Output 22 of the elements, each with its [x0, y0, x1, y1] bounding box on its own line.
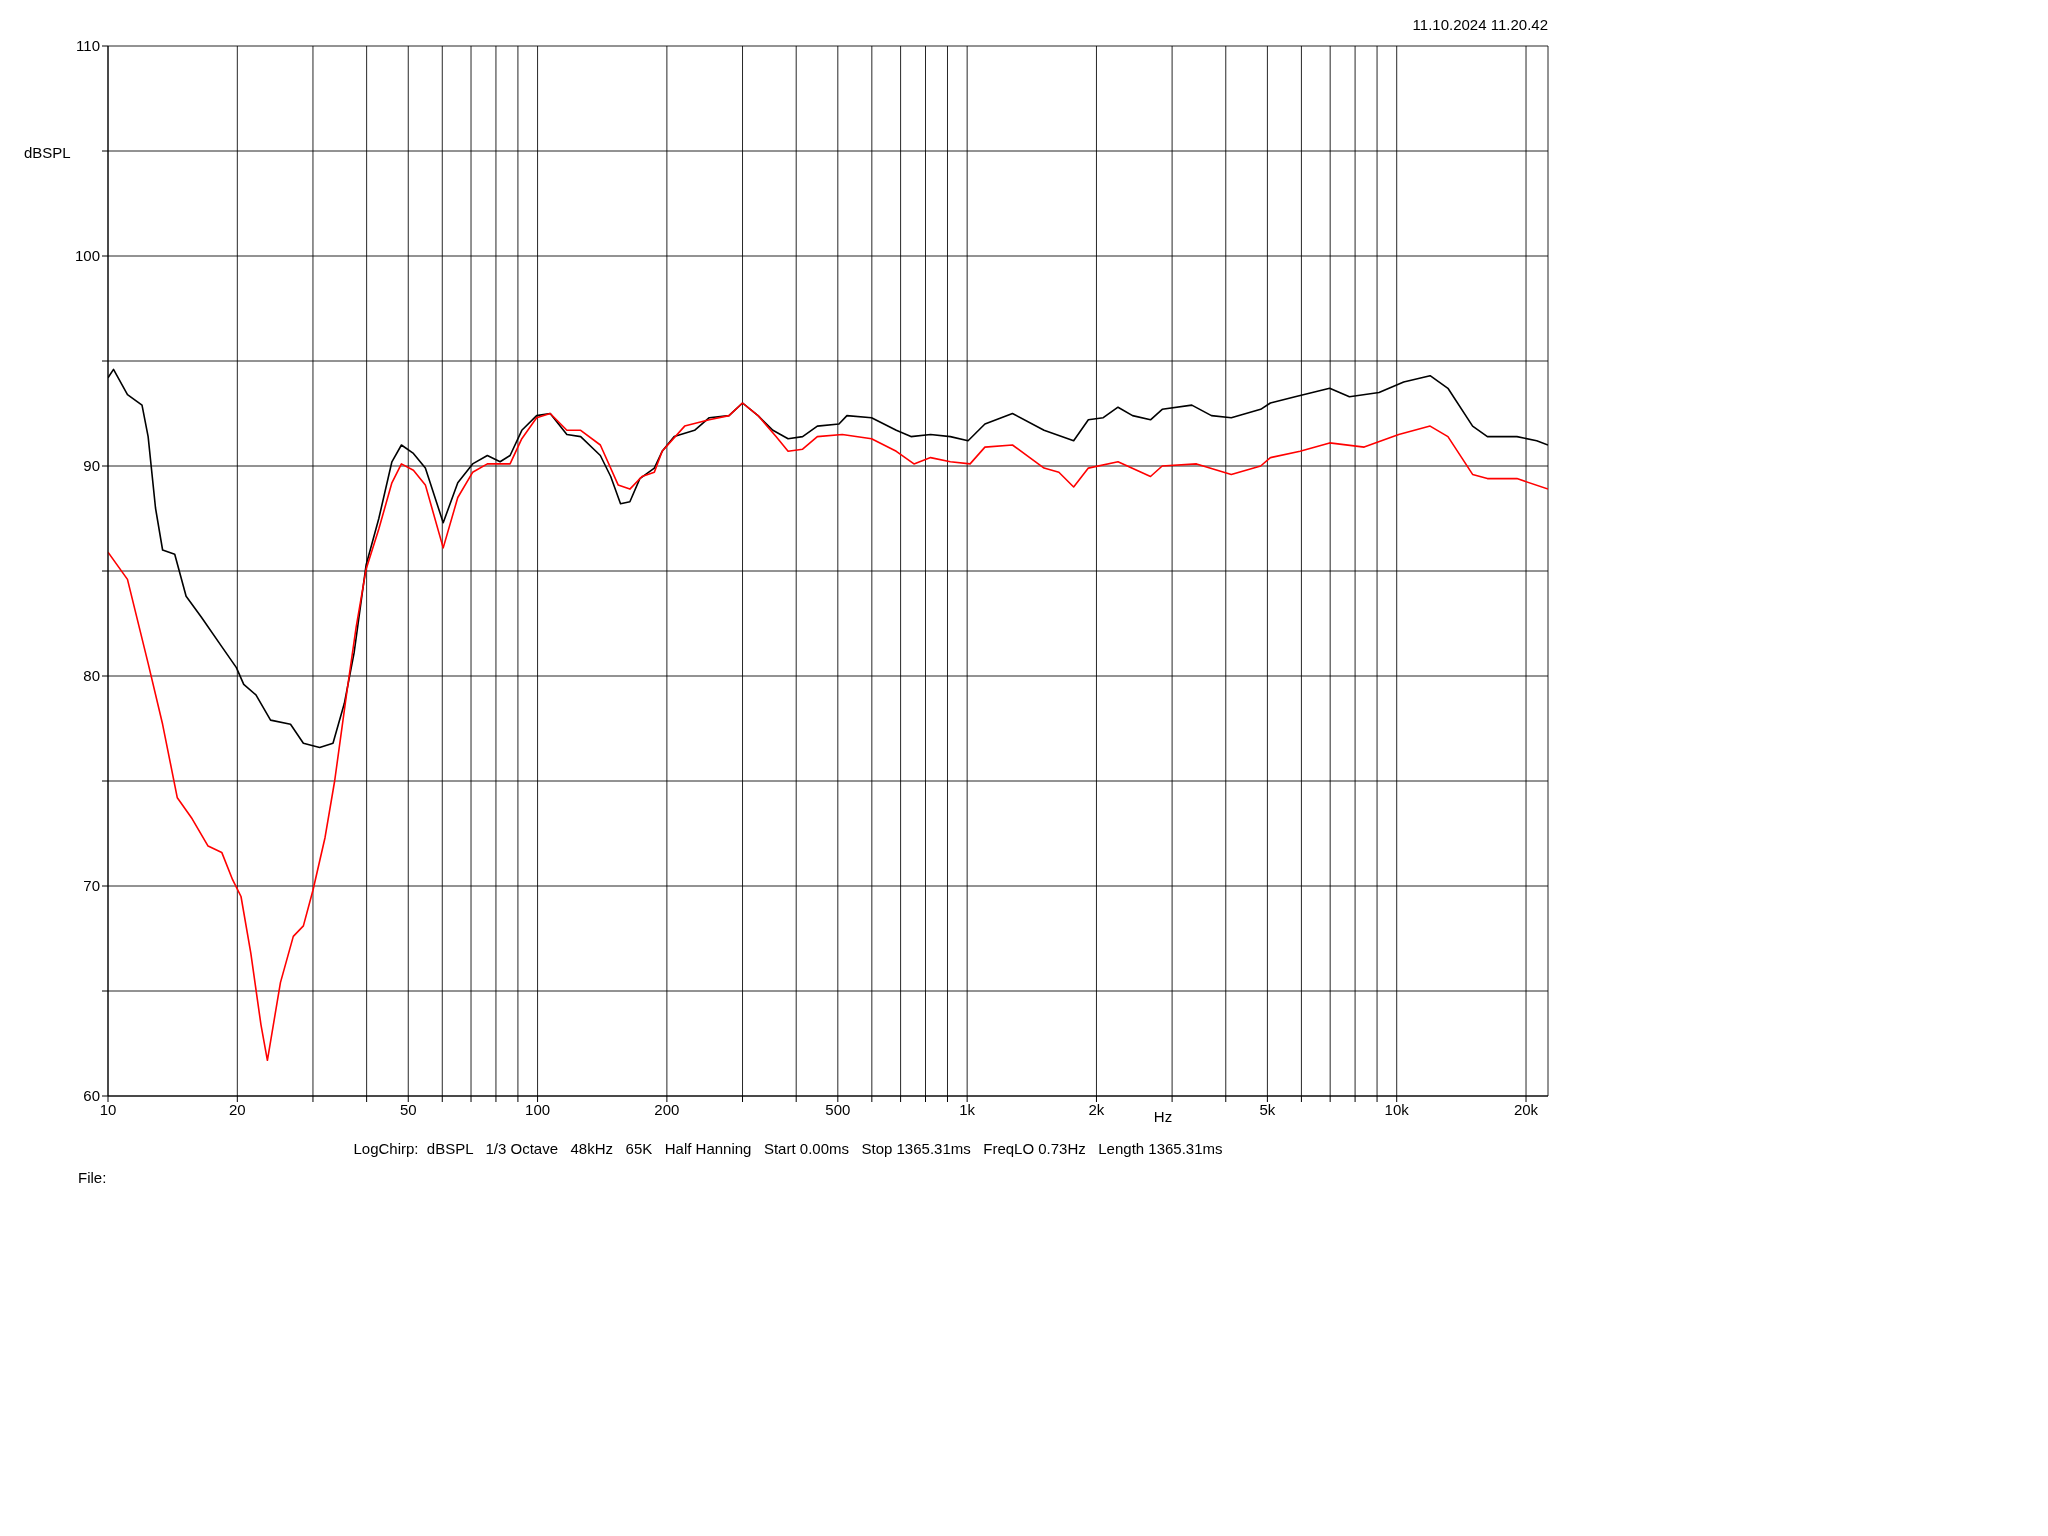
- x-tick-label: 10: [99, 1100, 117, 1118]
- y-tick-label: 90: [83, 457, 100, 475]
- y-tick-label: 80: [83, 667, 100, 685]
- x-tick-label: 200: [654, 1100, 680, 1118]
- x-tick-label: 20: [228, 1100, 246, 1118]
- x-tick-label: 100: [525, 1100, 551, 1118]
- text: LogChirp: dBSPL 1/3 Octave 48kHz 65K Half Hanning Start 0.00ms Stop 1365.31ms FreqLO 0.73Hz Length 1365.31ms: [352, 1140, 1224, 1157]
- text: File:: [78, 1169, 108, 1186]
- x-tick-label: 5k: [1259, 1100, 1276, 1118]
- x-tick-label: 2k: [1088, 1100, 1105, 1118]
- x-tick-label: 500: [825, 1100, 851, 1118]
- y-tick-label: 110: [76, 37, 100, 55]
- x-tick-label: 50: [399, 1100, 417, 1118]
- x-tick-label: 1k: [959, 1100, 976, 1118]
- x-tick-label: 10k: [1384, 1100, 1410, 1118]
- x-axis-title: Hz: [1153, 1108, 1173, 1125]
- x-tick-label: 20k: [1513, 1100, 1539, 1118]
- y-tick-label: 60: [83, 1087, 100, 1105]
- y-axis-title: dBSPL: [24, 144, 71, 161]
- y-tick-label: 100: [74, 247, 100, 265]
- text: 11.10.2024 11.20.42: [1412, 16, 1548, 33]
- y-tick-label: 70: [83, 877, 100, 895]
